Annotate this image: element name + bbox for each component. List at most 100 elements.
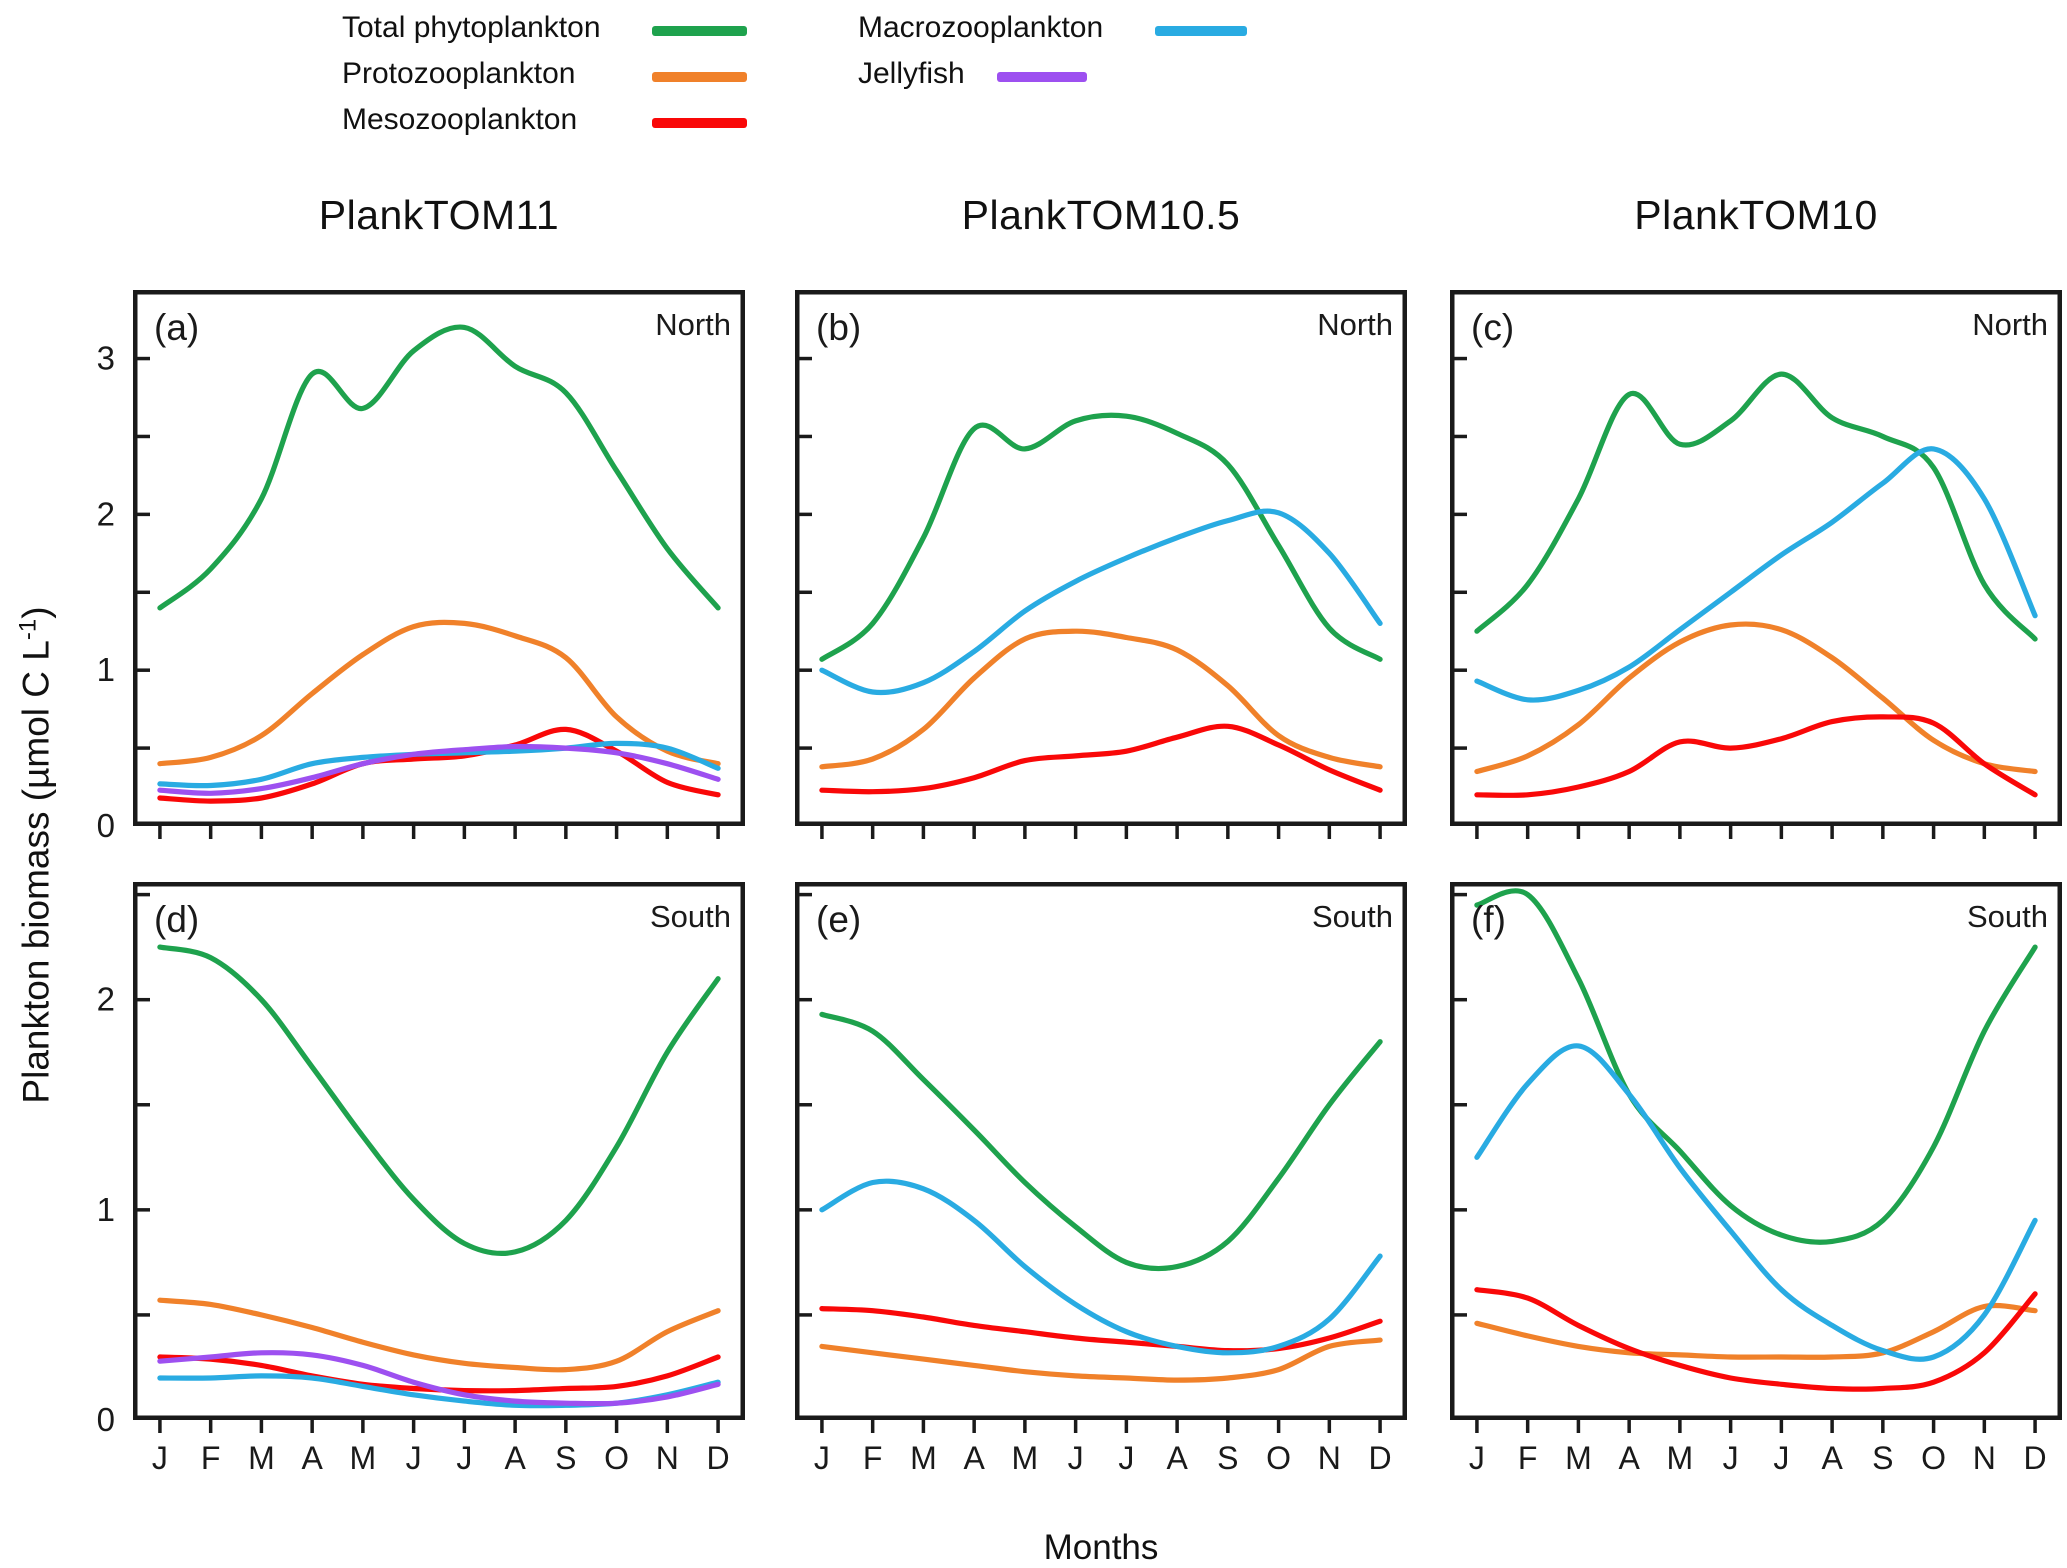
- series-line-mesozooplankton: [1474, 1287, 2038, 1392]
- column-title-planktom10: PlankTOM10: [1634, 192, 1878, 238]
- panel-plot-a: 0 1 2 3 (a) North: [97, 290, 745, 844]
- x-ticks: [1475, 1418, 2037, 1433]
- y-tick-label-0: 0: [97, 807, 115, 844]
- series-line-phytoplankton: [1474, 371, 2038, 642]
- month-label-11: D: [1369, 1440, 1392, 1476]
- y-axis-label-close-paren: ): [15, 606, 57, 619]
- series-line-mesozooplankton: [819, 723, 1383, 795]
- chart-panel-e: J F M A M J J A S O N D (e) South: [795, 882, 1407, 1476]
- month-label-8: S: [555, 1440, 576, 1476]
- month-label-4: M: [1012, 1440, 1039, 1476]
- y-ticks: [135, 892, 150, 1317]
- month-label-3: A: [1618, 1440, 1640, 1476]
- column-title-planktom10-5: PlankTOM10.5: [961, 192, 1241, 238]
- x-axis-label: Months: [1043, 1528, 1159, 1567]
- y-tick-label-0: 0: [97, 1401, 115, 1438]
- month-label-3: A: [301, 1440, 323, 1476]
- legend-line-phytoplankton: [652, 26, 747, 36]
- month-label-10: N: [1318, 1440, 1341, 1476]
- panel-letter-e: (e): [816, 899, 861, 940]
- region-label-b: North: [1317, 307, 1393, 342]
- series-line-macrozooplankton: [819, 508, 1383, 696]
- month-label-1: F: [201, 1440, 221, 1476]
- series-line-phytoplankton: [157, 944, 721, 1257]
- y-ticks: [1452, 892, 1467, 1317]
- month-label-0: J: [1469, 1440, 1485, 1476]
- panel-frame: [795, 882, 1407, 1420]
- month-label-11: D: [2024, 1440, 2047, 1476]
- series-line-phytoplankton: [157, 324, 721, 611]
- panel-frame: [133, 290, 745, 826]
- legend-label-jellyfish: Jellyfish: [858, 57, 965, 90]
- y-ticks: [797, 356, 812, 750]
- month-label-10: N: [656, 1440, 679, 1476]
- series-line-phytoplankton: [819, 412, 1383, 662]
- legend-line-mesozooplankton: [652, 118, 747, 128]
- month-label-6: J: [1118, 1440, 1134, 1476]
- chart-panel-a: 0 1 2 3 (a) North: [97, 290, 745, 844]
- month-label-8: S: [1872, 1440, 1893, 1476]
- month-label-5: J: [1723, 1440, 1739, 1476]
- region-label-d: South: [650, 899, 731, 934]
- legend-label-protozooplankton: Protozooplankton: [342, 57, 576, 90]
- month-label-4: M: [1667, 1440, 1694, 1476]
- series-line-protozooplankton: [1474, 1302, 2038, 1360]
- chart-panel-f: J F M A M J J A S O N D (f) South: [1450, 882, 2062, 1476]
- series-line-macrozooplankton: [1474, 1043, 2038, 1362]
- legend-label-macrozooplankton: Macrozooplankton: [858, 11, 1104, 44]
- month-label-5: J: [406, 1440, 422, 1476]
- y-ticks: [135, 356, 150, 750]
- y-tick-label-2: 2: [97, 495, 115, 532]
- y-tick-label-1: 1: [97, 1191, 115, 1228]
- series-line-protozooplankton: [157, 1297, 721, 1373]
- legend-line-protozooplankton: [652, 72, 747, 82]
- month-label-2: M: [1565, 1440, 1592, 1476]
- month-label-7: A: [504, 1440, 526, 1476]
- region-label-f: South: [1967, 899, 2048, 934]
- panel-frame: [133, 882, 745, 1420]
- y-axis-label: Plankton biomass (µmol C L-1): [14, 606, 57, 1103]
- column-title-planktom11: PlankTOM11: [318, 192, 560, 238]
- month-label-0: J: [814, 1440, 830, 1476]
- y-ticks: [1452, 356, 1467, 750]
- panel-frame: [1450, 882, 2062, 1420]
- x-ticks: [158, 824, 720, 839]
- month-label-6: J: [456, 1440, 472, 1476]
- y-tick-label-2: 2: [97, 981, 115, 1018]
- chart-panel-c: (c) North: [1450, 290, 2062, 839]
- x-ticks: [158, 1418, 720, 1433]
- month-label-9: O: [604, 1440, 629, 1476]
- series-line-phytoplankton: [1474, 888, 2038, 1245]
- series-line-jellyfish: [157, 743, 721, 796]
- panel-letter-d: (d): [154, 899, 199, 940]
- series-line-mesozooplankton: [819, 1306, 1383, 1354]
- series-line-jellyfish: [157, 1350, 721, 1407]
- month-label-1: F: [1518, 1440, 1538, 1476]
- chart-panel-b: (b) North: [795, 290, 1407, 839]
- panel-plot-c: (c) North: [1450, 290, 2062, 839]
- series-line-protozooplankton: [819, 1337, 1383, 1383]
- month-label-6: J: [1773, 1440, 1789, 1476]
- y-axis-label-superscript: -1: [14, 618, 42, 641]
- panel-frame: [1450, 290, 2062, 826]
- month-label-9: O: [1921, 1440, 1946, 1476]
- y-tick-label-1: 1: [97, 651, 115, 688]
- month-label-9: O: [1266, 1440, 1291, 1476]
- month-label-11: D: [707, 1440, 730, 1476]
- month-label-1: F: [863, 1440, 883, 1476]
- panel-plot-f: J F M A M J J A S O N D(f) South: [1450, 882, 2062, 1476]
- month-label-0: J: [152, 1440, 168, 1476]
- y-axis-label-text: Plankton biomass (µmol C L: [15, 640, 57, 1104]
- month-label-10: N: [1973, 1440, 1996, 1476]
- x-ticks: [820, 1418, 1382, 1433]
- region-label-c: North: [1972, 307, 2048, 342]
- panel-letter-c: (c): [1471, 307, 1514, 348]
- series-line-mesozooplankton: [1474, 714, 2038, 798]
- panel-plot-b: (b) North: [795, 290, 1407, 839]
- series-line-protozooplankton: [819, 628, 1383, 770]
- y-ticks: [797, 892, 812, 1317]
- panel-plot-e: J F M A M J J A S O N D(e) South: [795, 882, 1407, 1476]
- month-label-7: A: [1166, 1440, 1188, 1476]
